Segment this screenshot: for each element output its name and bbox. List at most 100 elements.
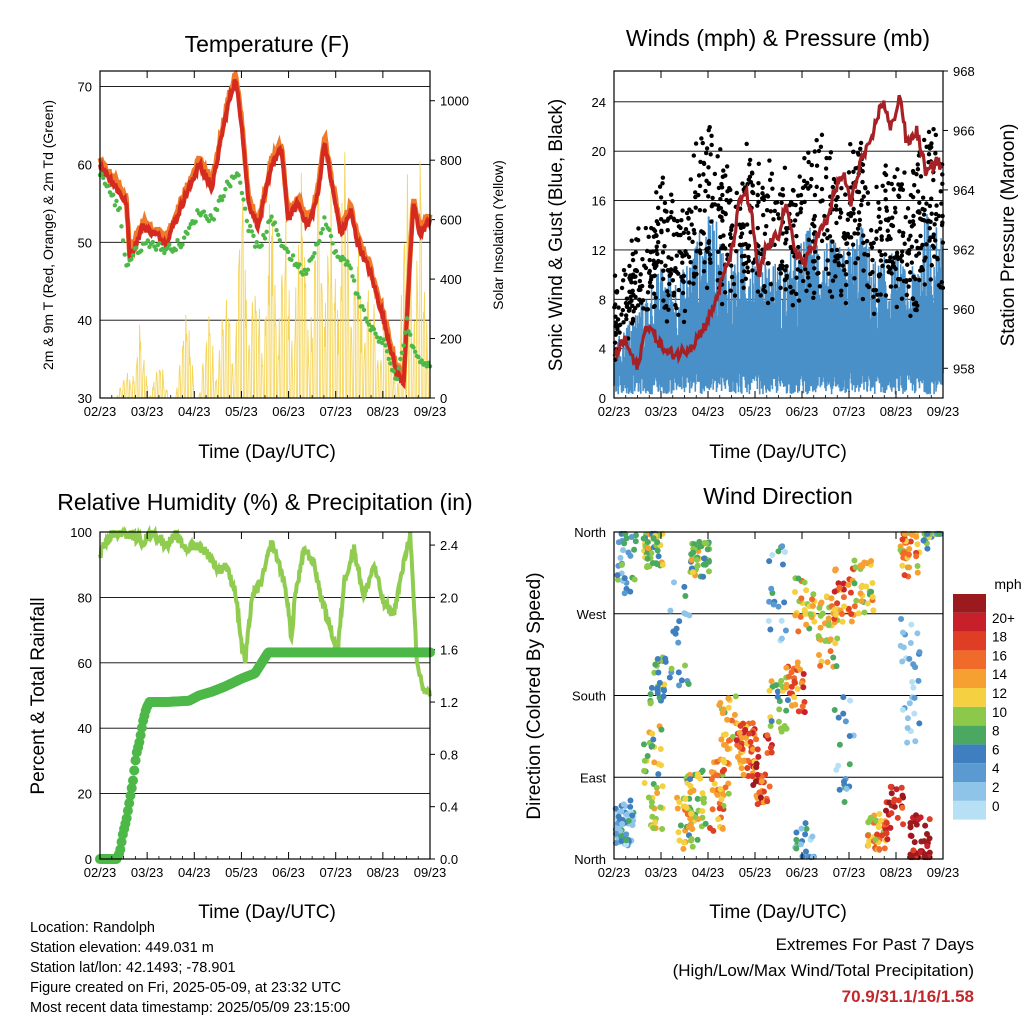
gust-point (931, 177, 936, 183)
direction-point (711, 780, 718, 787)
direction-point (709, 806, 716, 813)
direction-point (728, 717, 735, 724)
dewpoint-point (125, 262, 131, 267)
direction-point (809, 833, 816, 840)
gust-point (718, 147, 723, 152)
direction-point (724, 716, 731, 723)
direction-point (736, 729, 743, 736)
extremes-box: Extremes For Past 7 Days (High/Low/Max W… (673, 932, 974, 1010)
winds-y2tick-label: 960 (953, 302, 975, 317)
gust-point (703, 150, 709, 156)
direction-point (658, 726, 665, 733)
gust-point (692, 265, 698, 270)
gust-point (632, 268, 638, 273)
gust-point (852, 276, 857, 281)
gust-point (645, 290, 651, 295)
gust-point (693, 205, 698, 210)
gust-point (651, 258, 656, 263)
gust-point (646, 234, 651, 240)
dewpoint-point (193, 219, 198, 224)
gust-point (627, 300, 632, 305)
direction-point (913, 533, 920, 540)
direction-title: Wind Direction (703, 483, 853, 509)
extremes-values: 70.9/31.1/16/1.58 (841, 987, 974, 1006)
winds-ytick-label: 0 (599, 391, 606, 406)
gust-point (787, 203, 792, 208)
gust-point (929, 196, 934, 201)
legend-label: 8 (992, 724, 1000, 739)
gust-point (822, 232, 827, 237)
gust-point (660, 276, 666, 282)
direction-point (620, 801, 627, 808)
direction-point (887, 824, 894, 831)
direction-point (914, 569, 921, 576)
gust-point (812, 192, 818, 198)
gust-point (908, 192, 914, 198)
gust-point (920, 195, 926, 200)
gust-point (728, 187, 733, 193)
gust-point (855, 231, 861, 236)
gust-point (885, 218, 891, 223)
winds-xtick-label: 05/23 (739, 404, 772, 419)
direction-point (847, 697, 854, 704)
dewpoint-point (348, 266, 353, 271)
dewpoint-point (360, 304, 365, 309)
direction-point (618, 837, 625, 844)
direction-point (749, 773, 756, 780)
gust-point (894, 250, 900, 256)
winds-ylabel-right: Station Pressure (Maroon) (998, 124, 1019, 347)
direction-point (768, 585, 775, 592)
gust-point (664, 209, 669, 214)
direction-point (725, 704, 732, 711)
legend-swatch (953, 725, 986, 745)
humidity-y2tick-label: 1.6 (440, 643, 458, 658)
precipitation-point (115, 844, 126, 855)
direction-point (725, 737, 732, 744)
gust-point (760, 191, 765, 196)
direction-point (911, 710, 918, 717)
direction-point (624, 811, 631, 818)
direction-point (802, 820, 809, 827)
gust-point (656, 258, 661, 264)
gust-point (745, 265, 750, 270)
gust-point (878, 258, 884, 263)
gust-point (865, 190, 870, 195)
gust-point (927, 203, 933, 209)
direction-point (768, 718, 775, 725)
direction-point (788, 683, 795, 690)
dewpoint-point (406, 329, 411, 334)
precipitation-point (121, 813, 132, 824)
gust-point (922, 282, 927, 287)
dewpoint-point (267, 218, 273, 223)
gust-point (784, 237, 789, 242)
gust-point (613, 320, 618, 325)
dewpoint-point (408, 332, 413, 337)
direction-point (640, 741, 647, 748)
gust-point (818, 144, 824, 150)
gust-point (931, 127, 936, 132)
precipitation-point (128, 775, 138, 786)
extremes-title: Extremes For Past 7 Days (775, 935, 974, 954)
gust-point (723, 211, 728, 217)
gust-point (870, 257, 875, 263)
gust-point (674, 305, 679, 311)
direction-point (916, 720, 923, 727)
direction-point (705, 558, 712, 565)
direction-point (848, 610, 855, 617)
gust-point (918, 216, 923, 221)
gust-point (746, 254, 751, 260)
gust-point (806, 150, 811, 155)
direction-point (840, 694, 847, 701)
gust-point (637, 297, 642, 302)
gust-point (645, 307, 651, 312)
gust-point (638, 272, 643, 277)
gust-point (740, 181, 745, 186)
direction-point (811, 618, 818, 625)
gust-point (775, 212, 781, 217)
gust-point (629, 280, 634, 285)
gust-point (621, 320, 626, 325)
gust-point (855, 226, 861, 231)
gust-point (893, 284, 898, 289)
gust-point (651, 291, 657, 296)
gust-point (684, 210, 690, 216)
